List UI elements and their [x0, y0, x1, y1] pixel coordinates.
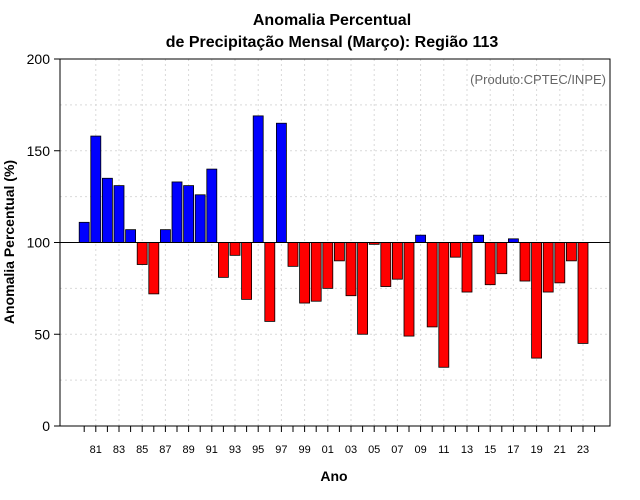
bar-98 — [287, 242, 299, 267]
x-tick-label: 89 — [182, 444, 194, 456]
x-tick-label: 95 — [252, 444, 264, 456]
x-tick-label: 05 — [368, 444, 380, 456]
bar-19 — [531, 242, 542, 359]
bar-10 — [426, 242, 438, 328]
x-tick-label: 85 — [136, 444, 148, 456]
y-tick-label: 50 — [34, 326, 50, 342]
bar-96 — [264, 242, 276, 322]
x-tick-label: 21 — [554, 444, 566, 456]
bar-89 — [183, 185, 195, 243]
bar-14 — [473, 234, 485, 243]
bar-03 — [345, 242, 357, 297]
bar-85 — [136, 242, 148, 265]
bar-08 — [403, 242, 415, 337]
x-tick-label: 91 — [206, 444, 218, 456]
x-axis-label: Ano — [320, 468, 347, 484]
bar-09 — [415, 234, 427, 243]
chart-title-line1: Anomalia Percentual — [253, 12, 411, 29]
x-tick-label: 19 — [530, 444, 542, 456]
bar-92 — [217, 242, 229, 278]
bar-16 — [496, 242, 508, 275]
bar-86 — [148, 242, 160, 295]
bar-87 — [159, 229, 171, 243]
bar-01 — [322, 242, 334, 289]
y-tick-label: 200 — [27, 51, 51, 67]
bar-97 — [275, 122, 287, 243]
bar-99 — [299, 242, 311, 304]
x-tick-label: 99 — [298, 444, 310, 456]
bar-83 — [113, 185, 125, 243]
bar-07 — [391, 242, 403, 280]
x-tick-label: 23 — [577, 444, 589, 456]
bar-15 — [484, 242, 496, 286]
x-axis: 81 83 85 87 89 91 93 95 97 99 01 03 05 07 09 11 13 15 17 19… — [83, 426, 596, 456]
bar-06 — [380, 242, 392, 287]
x-tick-label: 03 — [345, 444, 357, 456]
credit-label: (Produto:CPTEC/INPE) — [470, 72, 606, 87]
x-tick-label: 83 — [113, 444, 125, 456]
bar-82 — [102, 177, 113, 243]
bar-18 — [519, 242, 531, 282]
bar-94 — [241, 242, 253, 300]
bar-93 — [229, 242, 241, 256]
x-tick-label: 97 — [275, 444, 287, 456]
y-tick-label: 150 — [27, 143, 51, 159]
bar-80 — [78, 221, 90, 243]
bar-11 — [438, 242, 450, 368]
x-tick-label: 81 — [90, 444, 102, 456]
bar-81 — [90, 135, 102, 243]
bar-04 — [357, 242, 369, 335]
bar-22 — [566, 242, 577, 262]
bar-23 — [577, 242, 589, 344]
y-tick-label: 100 — [27, 235, 51, 251]
y-axis: 0 50 100 150 200 — [27, 51, 60, 434]
bar-17 — [507, 238, 519, 243]
y-axis-label: Anomalia Percentual (%) — [1, 160, 17, 324]
x-tick-label: 09 — [414, 444, 426, 456]
chart-title-line2: de Precipitação Mensal (Março): Região 1… — [166, 34, 499, 51]
bar-20 — [542, 242, 554, 293]
x-tick-label: 87 — [159, 444, 171, 456]
bar-84 — [125, 229, 136, 243]
bars-group — [78, 115, 589, 368]
bar-91 — [206, 168, 218, 243]
y-tick-label: 0 — [42, 418, 50, 434]
x-tick-label: 01 — [322, 444, 334, 456]
bar-13 — [461, 242, 473, 293]
x-tick-label: 17 — [507, 444, 519, 456]
x-tick-label: 13 — [461, 444, 473, 456]
x-tick-label: 07 — [391, 444, 403, 456]
bar-12 — [449, 242, 461, 258]
x-tick-label: 93 — [229, 444, 241, 456]
bar-00 — [310, 242, 322, 302]
bar-95 — [252, 115, 264, 243]
x-tick-label: 15 — [484, 444, 496, 456]
x-tick-label: 11 — [438, 444, 449, 456]
grid-lines — [60, 59, 610, 426]
bar-21 — [554, 242, 566, 284]
bar-02 — [333, 242, 345, 262]
bar-88 — [171, 181, 183, 243]
bar-90 — [194, 194, 206, 243]
